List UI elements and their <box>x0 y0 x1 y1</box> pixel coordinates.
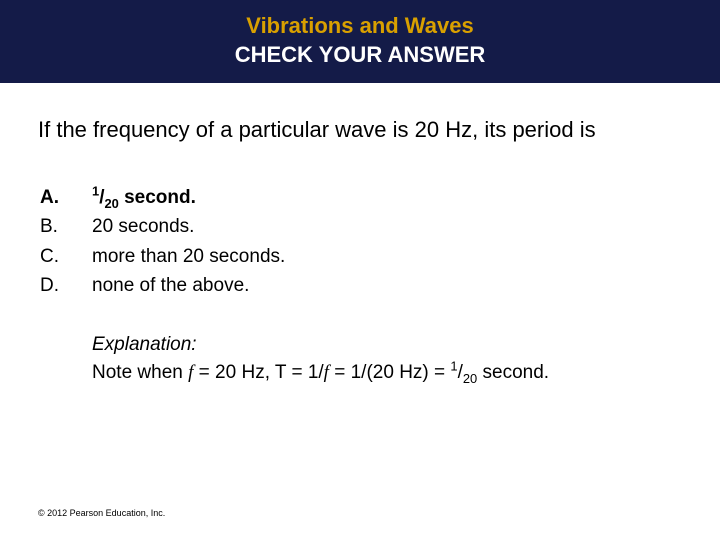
choice-text: 20 seconds. <box>92 212 194 241</box>
choice-letter: A. <box>40 183 92 212</box>
choice-row: C.more than 20 seconds. <box>40 242 682 271</box>
choice-text: 1/20 second. <box>92 183 196 212</box>
explanation-title: Explanation: <box>92 331 682 360</box>
explanation-block: Explanation: Note when f = 20 Hz, T = 1/… <box>92 331 682 388</box>
explanation-body: Note when f = 20 Hz, T = 1/f = 1/(20 Hz)… <box>92 359 682 388</box>
header-title: Vibrations and Waves <box>0 12 720 41</box>
choice-letter: B. <box>40 212 92 241</box>
slide-header: Vibrations and Waves CHECK YOUR ANSWER <box>0 0 720 83</box>
choice-letter: D. <box>40 271 92 300</box>
choice-row: B.20 seconds. <box>40 212 682 241</box>
choice-list: A.1/20 second.B.20 seconds.C.more than 2… <box>40 183 682 301</box>
choice-row: A.1/20 second. <box>40 183 682 212</box>
choice-text: none of the above. <box>92 271 249 300</box>
choice-row: D.none of the above. <box>40 271 682 300</box>
copyright-text: © 2012 Pearson Education, Inc. <box>38 508 165 518</box>
slide-content: If the frequency of a particular wave is… <box>0 83 720 387</box>
choice-text: more than 20 seconds. <box>92 242 285 271</box>
header-subtitle: CHECK YOUR ANSWER <box>0 41 720 70</box>
choice-letter: C. <box>40 242 92 271</box>
question-text: If the frequency of a particular wave is… <box>38 115 682 145</box>
